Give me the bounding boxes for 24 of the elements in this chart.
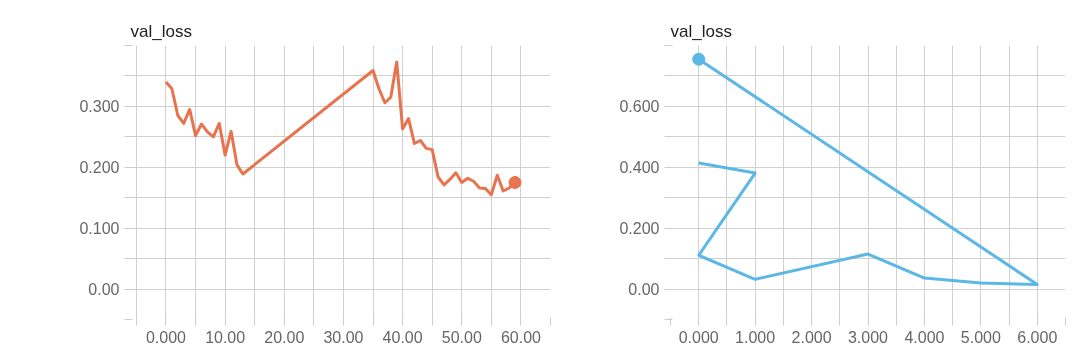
chart-title: val_loss [670, 21, 732, 41]
x-tick-label: 4.000 [904, 328, 945, 346]
x-tick-label: 40.00 [382, 328, 423, 346]
y-tick-label: 0.400 [619, 159, 660, 177]
x-tick-label: 50.00 [441, 328, 482, 346]
y-tick-label: 0.200 [79, 159, 120, 177]
y-tick-label: 0.300 [79, 98, 120, 116]
x-tick-label: 1.000 [735, 328, 776, 346]
y-tick-label: 0.100 [79, 220, 120, 238]
x-tick-label: 10.00 [205, 328, 246, 346]
x-tick-label: 3.000 [847, 328, 889, 346]
x-tick-label: 5.000 [960, 328, 1001, 346]
x-tick-label: 20.00 [264, 328, 305, 346]
x-tick-label: 60.00 [500, 328, 542, 346]
x-tick-label: 30.00 [323, 328, 364, 346]
y-tick-label: 0.00 [628, 281, 660, 299]
x-tick-label: 0.000 [678, 328, 719, 346]
chart-title: val_loss [130, 21, 192, 41]
y-tick-label: 0.600 [619, 98, 660, 116]
x-tick-label: 6.000 [1017, 328, 1058, 346]
y-tick-label: 0.200 [619, 220, 660, 238]
x-tick-label: 2.000 [791, 328, 832, 346]
x-tick-label: 0.000 [145, 328, 187, 346]
y-tick-label: 0.00 [88, 281, 120, 299]
